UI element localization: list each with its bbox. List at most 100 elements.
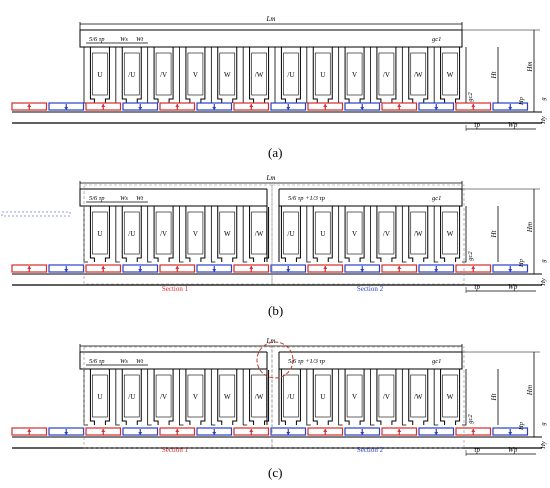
c-section1-box: [83, 346, 273, 449]
a-gc2-label: gc2: [467, 92, 474, 102]
a-magnet-arrow-2-head: [101, 104, 106, 107]
c-section1-label: Section 1: [162, 446, 189, 454]
c-hp-label: Hp: [518, 421, 525, 431]
a-magnet-arrow-3-head: [138, 107, 143, 110]
a-hy-label: Hy: [540, 116, 547, 125]
c-tooth-4: [210, 369, 216, 426]
a-tooth-3: [179, 47, 184, 104]
c-lm-label: Lm: [266, 337, 276, 345]
b-coil-9: [378, 211, 395, 255]
b-ht-label: Ht: [490, 229, 498, 238]
a-wt-label: Wt: [136, 36, 143, 43]
a-taup-label: τp: [474, 121, 481, 129]
c-magnet-arrow-10-head: [397, 429, 402, 432]
c-coil-label-11: W: [447, 393, 454, 401]
a-coil-label-11: W: [447, 71, 454, 79]
b-coil-11: [442, 211, 458, 255]
b-tooth-8: [338, 206, 343, 263]
a-tooth-7: [306, 47, 311, 104]
a-slot-7: [312, 47, 333, 103]
b-magnet-arrow-8-head: [323, 266, 328, 269]
b-gc1-label: gc1: [432, 195, 441, 202]
c-gc1-label: gc1: [432, 358, 441, 365]
b-slot-3: [185, 206, 206, 262]
b-hp-label: Hp: [518, 258, 525, 268]
b-primary-core: [79, 188, 467, 263]
a-wp-label: Wp: [508, 121, 518, 129]
c-tooth-2: [147, 369, 152, 426]
b-coil-3: [187, 211, 204, 255]
b-split-gap: [267, 188, 279, 207]
c-gc2-label: gc2: [467, 414, 474, 424]
a-coil-6: [283, 52, 299, 96]
b-coil-label-8: V: [352, 230, 357, 238]
c-g-label: g: [540, 422, 547, 426]
c-coil-label-4: W: [224, 393, 231, 401]
a-slot-5: [249, 47, 270, 103]
b-coil-6: [283, 211, 299, 255]
b-tooth-7: [306, 206, 311, 263]
c-magnet-arrow-0-head: [27, 429, 32, 432]
b-slot-6: [280, 206, 301, 262]
b-tooth-9: [370, 206, 375, 263]
c-coil-label-9: /V: [383, 393, 390, 401]
a-hp-label: Hp: [518, 96, 525, 106]
b-coil-label-11: W: [447, 230, 454, 238]
a-coil-label-10: /W: [414, 71, 423, 79]
c-coil-10: [410, 374, 427, 418]
c-coil-label-7: U: [320, 393, 325, 401]
c-magnet-arrow-4-head: [175, 429, 180, 432]
c-slot-3: [185, 369, 206, 425]
c-wt-label: Wt: [136, 358, 143, 365]
b-coil-label-10: /W: [414, 230, 423, 238]
b-tooth-11: [433, 206, 439, 263]
b-wt-label: Wt: [136, 195, 143, 202]
c-coil-label-10: /W: [414, 393, 423, 401]
a-magnet-arrow-6-head: [249, 104, 254, 107]
b-slot-7: [312, 206, 333, 262]
a-tooth-2: [147, 47, 152, 104]
c-tooth-3: [179, 369, 184, 426]
a-coil-label-8: V: [352, 71, 357, 79]
c-coil-9: [378, 374, 395, 418]
c-tooth-12: [462, 369, 467, 426]
c-coil-label-8: V: [352, 393, 357, 401]
c-wp-label: Wp: [508, 446, 518, 454]
b-section2-label: Section 2: [357, 285, 384, 293]
a-magnet-arrow-4-head: [175, 104, 180, 107]
b-coil-label-9: /V: [383, 230, 390, 238]
b-tooth-0: [83, 206, 88, 263]
b-slot-0: [89, 206, 110, 262]
c-slot-7: [312, 369, 333, 425]
c-slot-8: [344, 369, 365, 425]
b-coil-2: [155, 211, 172, 255]
c-tooth-10: [401, 369, 407, 426]
b-slot-11: [440, 206, 461, 262]
a-g-label: g: [540, 97, 547, 101]
c-slot-4: [217, 369, 238, 425]
c-tooth-9: [370, 369, 375, 426]
a-tooth-6: [274, 47, 279, 104]
a-tooth-5: [242, 47, 248, 104]
a-coil-label-1: /U: [128, 71, 135, 79]
b-tooth-4: [210, 206, 216, 263]
a-tooth-8: [338, 47, 343, 104]
c-magnet-arrow-2-head: [101, 429, 106, 432]
a-coil-10: [410, 52, 427, 96]
a-slot-3: [185, 47, 206, 103]
c-coil-3: [187, 374, 204, 418]
b-slot-10: [408, 206, 429, 262]
c-coil-8: [346, 374, 363, 418]
a-coil-label-0: U: [97, 71, 102, 79]
c-slot-11: [440, 369, 461, 425]
c-magnet-arrow-11-head: [434, 432, 439, 435]
c-section2-label: Section 2: [357, 446, 384, 454]
c-coil-0: [92, 374, 108, 418]
c-coil-label-5: /W: [255, 393, 264, 401]
a-ht-label: Ht: [490, 70, 498, 79]
a-slot-0: [89, 47, 110, 103]
b-coil-label-1: /U: [128, 230, 135, 238]
b-pitch56-label: 5/6 τp: [89, 195, 105, 202]
c-ht-label: Ht: [490, 392, 498, 401]
b-tooth-2: [147, 206, 152, 263]
